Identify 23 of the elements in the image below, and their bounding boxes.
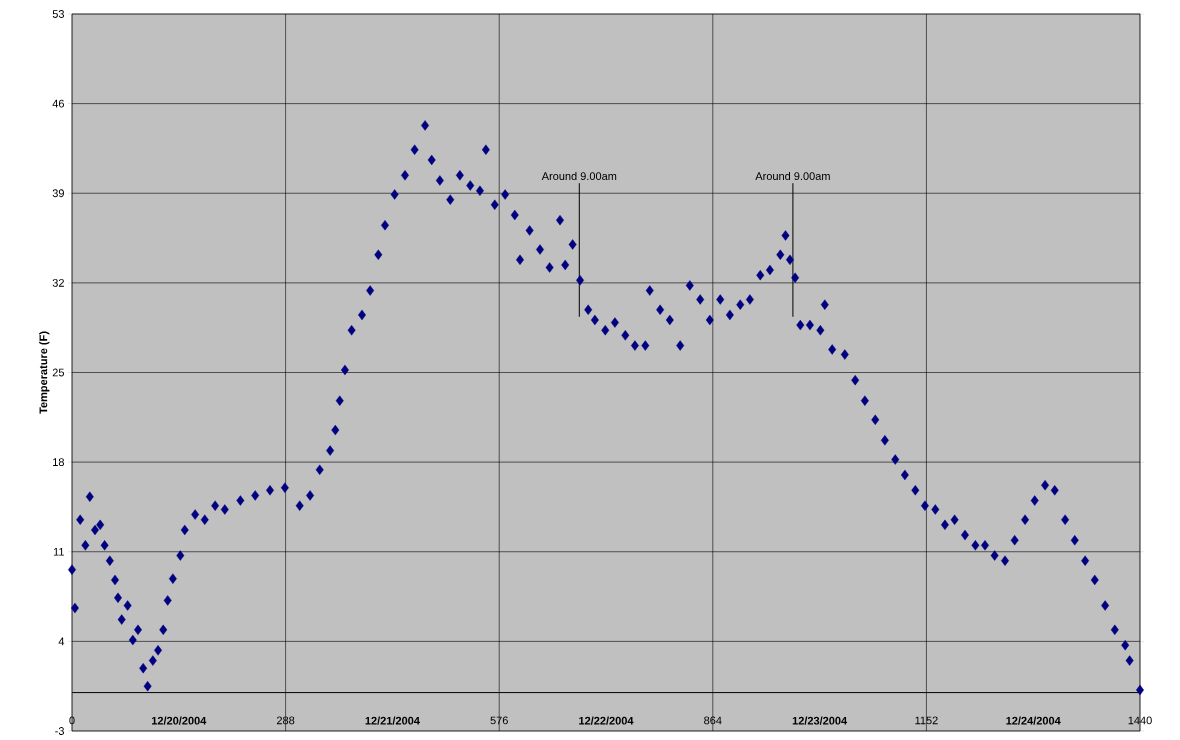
x-tick-label: 576 [490, 716, 508, 725]
x-tick-label: 864 [704, 716, 722, 725]
x-tick-label: 12/20/2004 [151, 716, 207, 725]
y-tick-label: 53 [52, 10, 64, 18]
y-axis-title: Temperature (F) [39, 331, 50, 414]
x-tick-label: 12/21/2004 [365, 716, 420, 725]
x-tick-label: 1440 [1128, 716, 1152, 725]
x-tick-label: 12/23/2004 [792, 716, 848, 725]
x-tick-label: 12/22/2004 [579, 716, 634, 725]
y-tick-label: 32 [52, 278, 64, 287]
y-tick-label: 25 [52, 368, 65, 377]
y-tick-label: 18 [53, 458, 64, 467]
y-tick-label: -3 [55, 727, 64, 735]
x-tick-label: 12/24/2004 [1006, 716, 1061, 725]
x-tick-label: 0 [69, 716, 75, 725]
y-tick-label: 46 [52, 99, 64, 108]
y-tick-label: 11 [53, 547, 64, 556]
ref-line-label: Around 9.00am [755, 171, 830, 180]
x-tick-label: 288 [276, 716, 295, 725]
ref-line-label: Around 9.00am [541, 171, 617, 180]
x-tick-label: 1152 [915, 716, 938, 725]
y-tick-label: 39 [52, 189, 64, 198]
y-tick-label: 4 [58, 637, 65, 646]
